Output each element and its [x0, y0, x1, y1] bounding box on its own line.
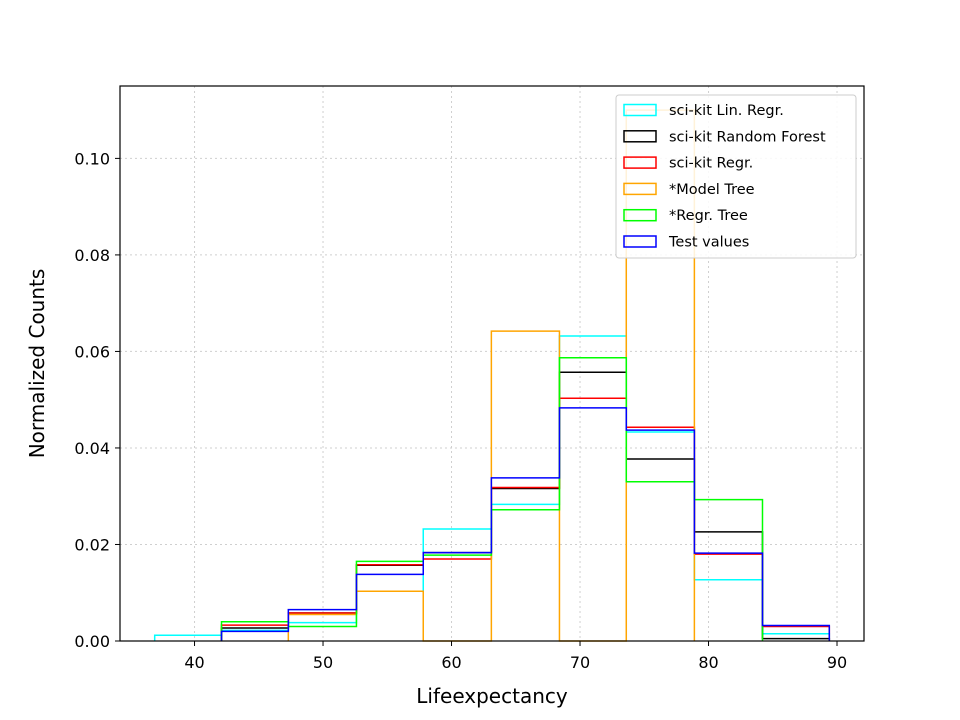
- series-layer: [153, 109, 831, 642]
- x-tick-label: 40: [184, 653, 204, 672]
- legend-swatch: [623, 208, 657, 222]
- x-tick-label: 50: [313, 653, 333, 672]
- legend-swatch: [623, 182, 657, 196]
- axis-ticks: 40 50 60 70 80 90 0.00 0.02 0.04 0.06 0.08 0.10: [74, 149, 847, 672]
- legend-label: Test values: [668, 235, 749, 251]
- x-tick-label: 80: [698, 653, 718, 672]
- y-tick-label: 0.06: [74, 342, 110, 361]
- series-step-2: [220, 397, 831, 641]
- legend-swatch: [623, 130, 657, 143]
- legend-swatch: [623, 156, 657, 169]
- y-tick-label: 0.00: [74, 632, 110, 651]
- legend-box: [615, 94, 857, 259]
- y-tick-label: 0.04: [74, 439, 110, 458]
- legend-label: *Model Tree: [669, 182, 755, 198]
- legend-swatch: [623, 103, 657, 117]
- x-tick-label: 60: [441, 653, 461, 672]
- legend-label: sci-kit Lin. Regr.: [669, 103, 784, 119]
- y-tick-label: 0.08: [74, 246, 110, 265]
- legend-label: sci-kit Regr.: [669, 156, 753, 172]
- y-axis-label: Normalized Counts: [25, 269, 49, 459]
- x-tick-label: 90: [827, 653, 847, 672]
- legend: sci-kit Lin. Regr. sci-kit Random Forest s…: [615, 94, 857, 259]
- legend-label: sci-kit Random Forest: [669, 129, 826, 145]
- x-axis-label: Lifeexpectancy: [416, 684, 568, 708]
- series-step-5: [220, 407, 831, 641]
- legend-swatch: [623, 235, 657, 248]
- legend-label: *Regr. Tree: [669, 208, 748, 224]
- y-tick-label: 0.02: [74, 535, 110, 554]
- plot-frame: [119, 85, 865, 642]
- y-tick-label: 0.10: [74, 149, 110, 168]
- x-tick-label: 70: [570, 653, 590, 672]
